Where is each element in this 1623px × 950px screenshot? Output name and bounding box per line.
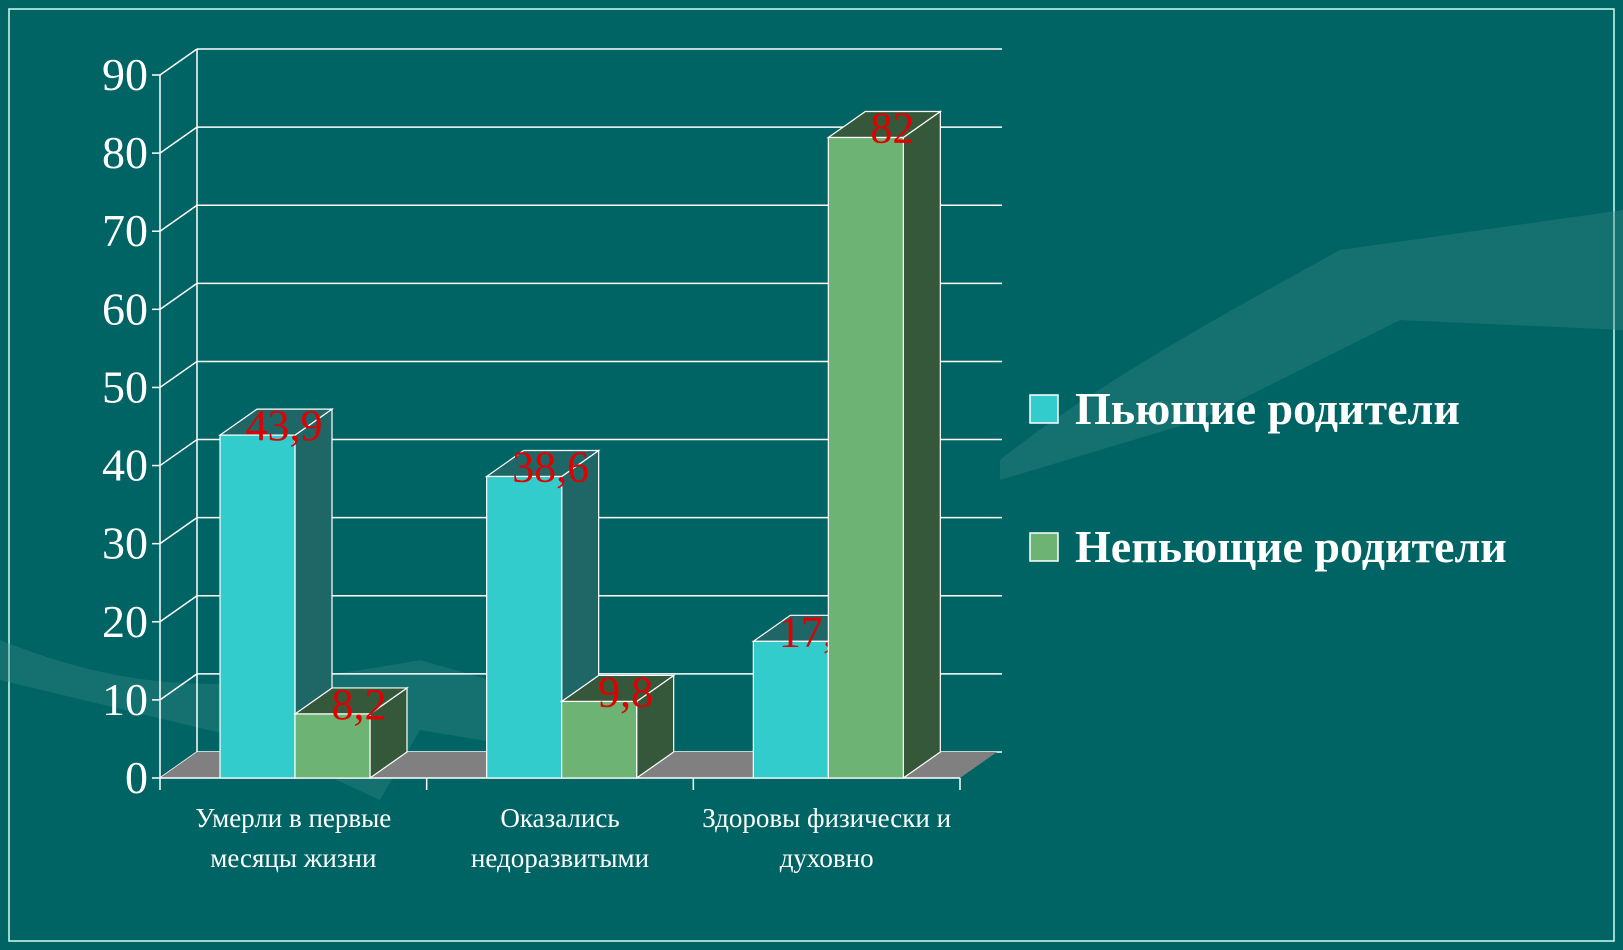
- bar-front: [561, 700, 638, 779]
- grid-line: [159, 360, 198, 389]
- x-tick-label: Здоровы физически и духовно: [702, 803, 952, 873]
- data-label: 8,2: [332, 680, 387, 729]
- y-tick-label: 90: [102, 49, 148, 100]
- grid-line: [159, 282, 198, 310]
- x-tick-label: Умерли в первые месяцы жизни: [195, 803, 392, 873]
- frame: [8, 8, 1615, 942]
- bar-front: [294, 713, 371, 779]
- legend-swatch: [1029, 532, 1059, 562]
- data-label: 82: [870, 103, 914, 152]
- legend-swatch: [1029, 394, 1059, 424]
- bar-front: [827, 136, 904, 779]
- bar: [293, 686, 409, 780]
- bar: [826, 110, 943, 780]
- y-tick-label: 70: [102, 205, 148, 256]
- bar: [559, 674, 676, 780]
- bar-front: [752, 640, 829, 779]
- decor: [1000, 210, 1623, 480]
- grid-line: [159, 204, 198, 232]
- y-tick-label: 40: [102, 440, 148, 491]
- data-label: 9,8: [598, 667, 653, 716]
- data-label: 43,9: [246, 401, 323, 450]
- grid-line: [159, 126, 198, 154]
- y-tick-label: 0: [125, 752, 148, 803]
- bar-front: [219, 434, 296, 779]
- bar: [218, 407, 334, 780]
- data-label: 38,6: [512, 442, 589, 491]
- bar-front: [486, 475, 563, 779]
- y-tick-label: 80: [102, 127, 148, 178]
- grid-line: [159, 48, 198, 76]
- bar-side: [902, 110, 941, 780]
- legend-label: Непьющие родители: [1075, 521, 1507, 572]
- grid-line: [159, 438, 198, 467]
- y-tick-label: 60: [102, 283, 148, 334]
- grid-line: [159, 595, 198, 623]
- legend-label: Пьющие родители: [1075, 383, 1460, 434]
- y-tick-label: 30: [102, 518, 148, 569]
- y-tick-label: 20: [102, 596, 148, 647]
- grid-line: [159, 517, 198, 545]
- y-tick-label: 50: [102, 361, 148, 412]
- x-tick-label: Оказались недоразвитыми: [470, 803, 650, 873]
- y-tick-label: 10: [102, 674, 148, 725]
- grid-line: [159, 673, 198, 701]
